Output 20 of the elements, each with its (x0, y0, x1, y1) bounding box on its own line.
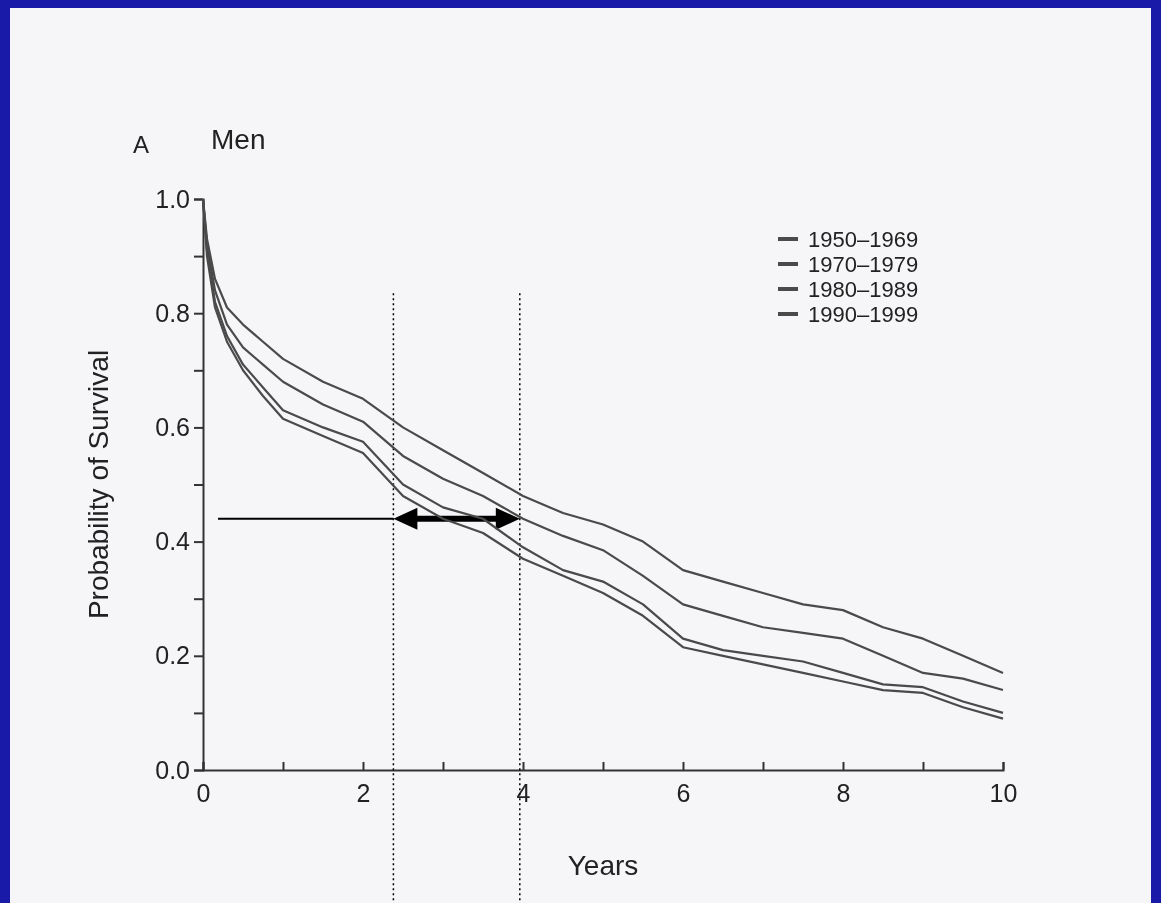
y-tick-label: 0.6 (155, 412, 190, 441)
y-tick-label: 0.0 (155, 755, 190, 784)
x-tick-label: 2 (356, 778, 371, 807)
y-tick-label: 1.0 (155, 184, 190, 213)
y-tick-label: 0.2 (155, 641, 190, 670)
y-tick-label: 0.4 (155, 527, 191, 556)
legend-label: 1990–1999 (808, 302, 919, 327)
legend-label: 1980–1989 (808, 277, 919, 302)
x-tick-label: 4 (516, 778, 531, 807)
text: A (133, 131, 150, 158)
chart-title: Men (211, 124, 266, 155)
x-axis-title: Years (567, 850, 639, 881)
y-tick-label: 0.8 (155, 298, 190, 327)
legend-label: 1950–1969 (808, 227, 919, 252)
y-axis-title: Probability of Survival (83, 349, 114, 620)
x-tick-label: 8 (836, 778, 851, 807)
x-tick-label: 10 (989, 778, 1018, 807)
x-tick-label: 0 (196, 778, 211, 807)
x-tick-label: 6 (676, 778, 691, 807)
legend-label: 1970–1979 (808, 252, 919, 277)
